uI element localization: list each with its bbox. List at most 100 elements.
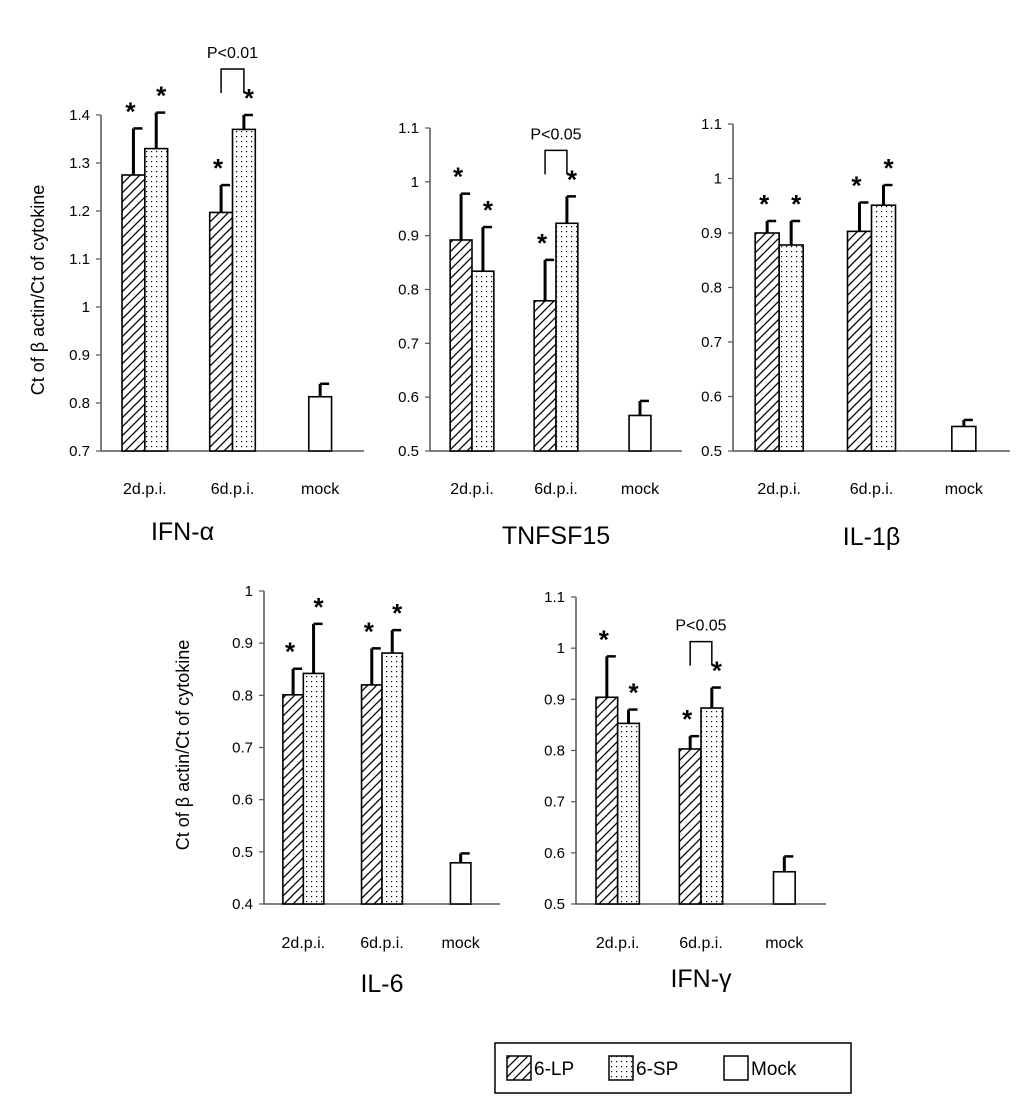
bar-6-sp <box>231 128 257 452</box>
y-tick-label: 0.9 <box>398 228 419 245</box>
chart-title: IFN-γ <box>670 965 732 993</box>
significance-star: * <box>244 83 255 113</box>
legend-box <box>494 1042 852 1094</box>
legend-swatch-6-sp <box>608 1055 634 1081</box>
y-tick-label: 0.7 <box>544 794 565 811</box>
y-tick-label: 0.9 <box>701 225 722 242</box>
bar-6-lp <box>360 684 383 905</box>
chart-title: IFN-α <box>151 518 214 546</box>
y-tick-label: 0.6 <box>544 845 565 862</box>
y-tick-label: 0.5 <box>544 896 565 913</box>
bar-6-sp <box>471 270 495 452</box>
bar-6-sp <box>870 204 897 452</box>
charts-layer: 0.7 0.8 0.9 1 1.1 1.2 1.3 1.4 2d.p.i. 6d.p.i. mock… <box>28 45 1010 998</box>
x-tick-label: 2d.p.i. <box>123 481 167 498</box>
significance-star: * <box>567 164 578 194</box>
y-tick-label: 0.4 <box>232 896 253 913</box>
x-tick-label: 6d.p.i. <box>679 935 723 952</box>
y-tick-label: 1 <box>411 174 419 191</box>
y-tick-label: 0.8 <box>232 687 253 704</box>
bar-6-lp <box>846 230 873 452</box>
significance-star: * <box>313 592 324 622</box>
bar-6-lp <box>282 694 305 905</box>
bar-6-lp <box>208 211 234 452</box>
panel-0: 0.7 0.8 0.9 1 1.1 1.2 1.3 1.4 2d.p.i. 6d.p.i. mock… <box>28 45 364 546</box>
significance-bracket <box>544 149 568 175</box>
bar-6-sp <box>555 222 579 452</box>
significance-star: * <box>125 96 136 126</box>
significance-star: * <box>791 189 802 219</box>
x-tick-label: mock <box>945 481 984 498</box>
p-value-label: P<0.05 <box>675 618 726 635</box>
y-tick-label: 0.9 <box>544 691 565 708</box>
significance-star: * <box>483 195 494 225</box>
p-value-label: P<0.01 <box>207 45 258 62</box>
significance-star: * <box>285 637 296 667</box>
y-tick-label: 0.6 <box>398 389 419 406</box>
x-tick-label: mock <box>442 935 481 952</box>
x-tick-label: 6d.p.i. <box>211 481 255 498</box>
chart-title: TNFSF15 <box>502 522 610 550</box>
panel-4: 0.5 0.6 0.7 0.8 0.9 1 1.1 2d.p.i. 6d.p.i. mock * * *… <box>544 589 826 993</box>
chart-title: IL-1β <box>843 523 900 551</box>
bar-6-sp <box>144 147 169 452</box>
panel-3: 0.4 0.5 0.6 0.7 0.8 0.9 1 2d.p.i. 6d.p.i. mock * * *… <box>173 583 500 998</box>
y-tick-label: 0.5 <box>398 443 419 460</box>
x-tick-label: 6d.p.i. <box>850 481 894 498</box>
significance-star: * <box>599 624 610 654</box>
y-tick-label: 0.8 <box>544 743 565 760</box>
significance-star: * <box>682 704 693 734</box>
significance-star: * <box>156 81 167 111</box>
y-tick-label: 0.7 <box>69 443 90 460</box>
bar-6-lp <box>678 748 702 905</box>
y-tick-label: 1 <box>82 299 90 316</box>
significance-bracket <box>689 640 713 666</box>
chart-title: IL-6 <box>360 970 403 998</box>
bar-6-sp <box>616 722 641 905</box>
x-tick-label: 2d.p.i. <box>596 935 640 952</box>
y-tick-label: 1.1 <box>398 120 419 137</box>
y-axis-label: Ct of β actin/Ct of cytokine <box>173 640 193 850</box>
y-tick-label: 1 <box>714 171 722 188</box>
significance-star: * <box>628 678 639 708</box>
bar-6-lp <box>754 232 780 452</box>
y-tick-label: 1.3 <box>69 155 90 172</box>
x-tick-label: mock <box>621 481 660 498</box>
legend-swatch-6-lp <box>506 1055 532 1081</box>
x-tick-label: 2d.p.i. <box>757 481 801 498</box>
y-tick-label: 0.8 <box>701 280 722 297</box>
x-tick-label: 6d.p.i. <box>360 935 404 952</box>
x-tick-label: mock <box>301 481 340 498</box>
panel-1: 0.5 0.6 0.7 0.8 0.9 1 1.1 2d.p.i. 6d.p.i. mock * * *… <box>398 120 682 550</box>
y-tick-label: 1.1 <box>69 251 90 268</box>
x-tick-label: 2d.p.i. <box>450 481 494 498</box>
y-tick-label: 0.5 <box>232 844 253 861</box>
y-tick-label: 0.9 <box>232 635 253 652</box>
x-tick-label: 2d.p.i. <box>282 935 326 952</box>
y-tick-label: 0.7 <box>398 335 419 352</box>
y-tick-label: 1 <box>245 583 253 600</box>
y-axis-label: Ct of β actin/Ct of cytokine <box>28 185 48 395</box>
y-tick-label: 0.6 <box>701 389 722 406</box>
significance-star: * <box>851 170 862 200</box>
bar-mock <box>951 425 977 452</box>
bar-6-lp <box>449 239 473 452</box>
significance-star: * <box>537 228 548 258</box>
y-tick-label: 0.7 <box>701 334 722 351</box>
bar-mock <box>628 414 652 452</box>
y-tick-label: 0.9 <box>69 347 90 364</box>
panel-2: 0.5 0.6 0.7 0.8 0.9 1 1.1 2d.p.i. 6d.p.i. mock * * *… <box>701 116 1010 551</box>
bar-6-sp <box>381 652 404 905</box>
significance-star: * <box>453 162 464 192</box>
significance-star: * <box>759 189 770 219</box>
y-tick-label: 0.6 <box>232 792 253 809</box>
bar-6-lp <box>533 300 557 452</box>
significance-star: * <box>883 153 894 183</box>
bar-6-lp <box>121 174 146 452</box>
significance-bracket <box>220 68 245 93</box>
legend: 6-LP 6-SP Mock <box>494 1042 852 1094</box>
y-tick-label: 0.8 <box>398 282 419 299</box>
bar-mock <box>307 395 333 452</box>
y-tick-label: 1.1 <box>544 589 565 606</box>
